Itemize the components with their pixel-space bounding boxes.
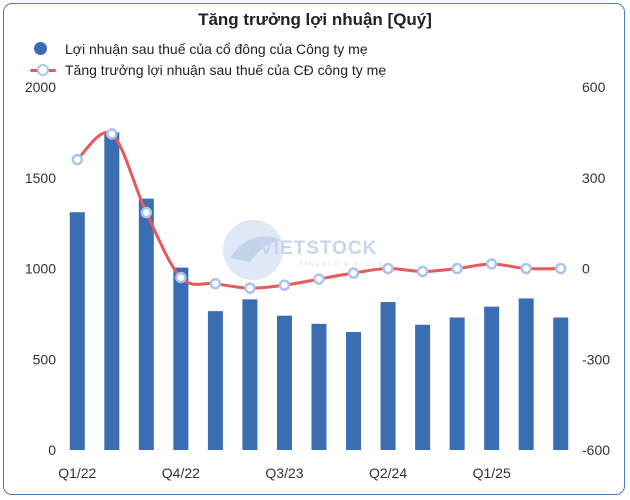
- bar-Q4-23[interactable]: [311, 323, 327, 450]
- growth-point-Q2-23[interactable]: [244, 282, 256, 294]
- bar-Q2-25[interactable]: [518, 298, 534, 450]
- chart-title: Tăng trưởng lợi nhuận [Quý]: [198, 10, 432, 29]
- bar-Q2-23[interactable]: [242, 299, 258, 450]
- growth-point-Q3-24[interactable]: [416, 265, 429, 278]
- y-left-tick-label-4: 2000: [25, 79, 56, 95]
- growth-point-Q1-23[interactable]: [209, 277, 222, 290]
- watermark-text: VIETSTOCK: [260, 238, 377, 259]
- y-left-tick-label-3: 1500: [25, 170, 56, 186]
- x-tick-label-Q4-22: Q4/22: [162, 465, 200, 481]
- legend-label-profit: Lợi nhuận sau thuế của cổ đông của Công …: [65, 40, 368, 57]
- growth-point-Q3-23[interactable]: [278, 279, 291, 291]
- bar-Q3-25[interactable]: [553, 317, 569, 450]
- growth-point-Q2-25[interactable]: [520, 262, 532, 275]
- legend: Lợi nhuận sau thuế của cổ đông của Công …: [30, 38, 386, 80]
- watermark: VIETSTOCK FINANCE & STOCK: [223, 220, 384, 280]
- bar-Q3-22[interactable]: [138, 198, 154, 450]
- growth-point-Q2-22[interactable]: [106, 128, 118, 140]
- y-right-tick-label-0: -600: [582, 442, 610, 458]
- legend-bar-swatch: [34, 42, 47, 55]
- legend-line-swatch: [30, 63, 56, 77]
- growth-point-Q4-22[interactable]: [175, 271, 187, 284]
- legend-label-growth: Tăng trưởng lợi nhuận sau thuế của CĐ cô…: [65, 61, 387, 78]
- growth-point-Q1-25[interactable]: [485, 258, 498, 270]
- watermark-swoosh-icon: [230, 236, 282, 262]
- legend-item-profit[interactable]: Lợi nhuận sau thuế của cổ đông của Công …: [30, 38, 386, 59]
- growth-point-Q4-24[interactable]: [451, 262, 463, 275]
- bar-Q1-25[interactable]: [484, 306, 500, 450]
- growth-point-Q3-25[interactable]: [554, 262, 567, 275]
- growth-point-Q3-22[interactable]: [140, 206, 153, 219]
- bar-Q1-24[interactable]: [346, 332, 362, 450]
- bar-Q1-22[interactable]: [69, 212, 85, 450]
- y-right-tick-label-3: 300: [582, 170, 606, 186]
- growth-point-Q1-24[interactable]: [347, 267, 360, 279]
- y-right-tick-label-4: 600: [582, 79, 606, 95]
- y-right-tick-label-2: 0: [582, 261, 590, 277]
- x-tick-label-Q1-22: Q1/22: [58, 465, 96, 481]
- bar-Q4-22[interactable]: [173, 267, 189, 450]
- watermark-subtext: FINANCE & STOCK: [300, 262, 384, 268]
- y-left-tick-label-2: 1000: [25, 261, 56, 277]
- bar-Q1-23[interactable]: [207, 311, 223, 450]
- growth-point-Q4-23[interactable]: [313, 273, 325, 285]
- bar-Q3-23[interactable]: [276, 315, 292, 450]
- y-left-tick-label-0: 0: [48, 442, 56, 458]
- legend-item-growth[interactable]: Tăng trưởng lợi nhuận sau thuế của CĐ cô…: [30, 59, 386, 80]
- x-tick-label-Q2-24: Q2/24: [369, 465, 407, 481]
- y-right-tick-label-1: -300: [582, 351, 610, 367]
- bar-Q2-22[interactable]: [104, 132, 120, 450]
- x-tick-label-Q3-23: Q3/23: [265, 465, 303, 481]
- y-left-tick-label-1: 500: [33, 351, 57, 367]
- growth-point-Q2-24[interactable]: [382, 262, 394, 275]
- growth-point-Q1-22[interactable]: [71, 153, 84, 166]
- bar-Q3-24[interactable]: [415, 324, 431, 450]
- x-tick-label-Q1-25: Q1/25: [473, 465, 511, 481]
- bar-Q4-24[interactable]: [449, 317, 465, 450]
- bar-Q2-24[interactable]: [380, 302, 396, 450]
